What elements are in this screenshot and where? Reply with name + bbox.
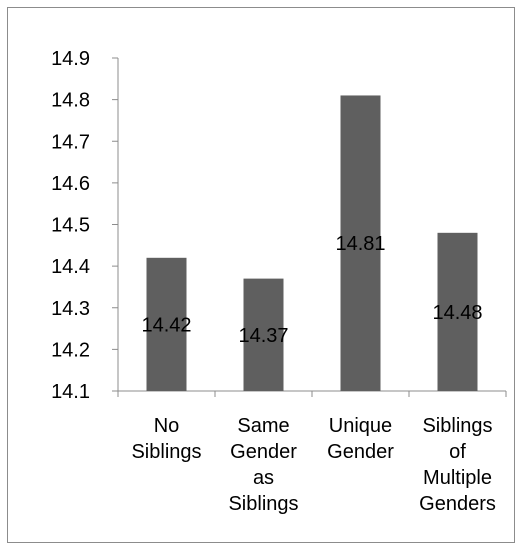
y-tick-label: 14.1 [51, 381, 90, 403]
bar [340, 95, 381, 392]
bar [437, 232, 478, 391]
y-tick-label: 14.4 [51, 256, 90, 278]
data-label: 14.42 [141, 314, 191, 336]
y-tick-label: 14.9 [51, 48, 90, 70]
y-tick-label: 14.6 [51, 173, 90, 195]
y-tick-label: 14.8 [51, 90, 90, 112]
data-label: 14.48 [432, 302, 482, 324]
y-tick-label: 14.7 [51, 131, 90, 153]
data-label: 14.81 [335, 233, 385, 255]
y-tick-label: 14.5 [51, 215, 90, 237]
y-tick-label: 14.3 [51, 298, 90, 320]
x-category-label: Siblings of Multiple Genders [419, 415, 496, 515]
x-category-label: Same Gender as Siblings [228, 415, 298, 515]
y-tick-label: 14.2 [51, 339, 90, 361]
x-category-label: Unique Gender [327, 415, 394, 463]
data-label: 14.37 [238, 325, 288, 347]
x-category-label: No Siblings [131, 415, 201, 463]
bar [243, 278, 284, 391]
chart-frame [7, 7, 515, 543]
bar [146, 257, 187, 391]
